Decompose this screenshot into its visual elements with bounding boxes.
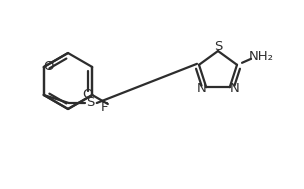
- Text: N: N: [196, 82, 206, 95]
- Text: S: S: [87, 97, 95, 109]
- Text: N: N: [230, 82, 240, 95]
- Text: F: F: [101, 101, 109, 114]
- Text: O: O: [43, 60, 54, 73]
- Text: NH₂: NH₂: [249, 50, 274, 63]
- Text: S: S: [214, 40, 222, 53]
- Text: O: O: [82, 88, 92, 101]
